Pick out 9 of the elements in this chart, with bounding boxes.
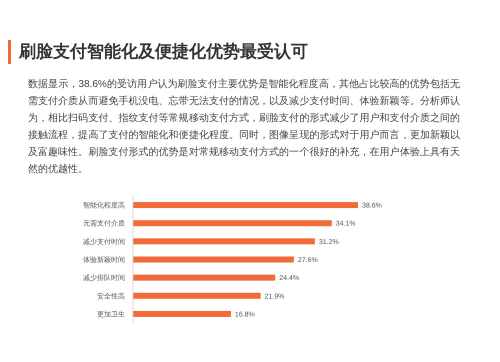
chart-subtitle: 数据显示，38.6%的受访用户认为刷脸支付主要优势是智能化程度高，其他占比较高的优势包括无需支付介质从而避免手机没电、忘带无法支付的情况，以及减少支付时间、体验新颖等。分析师认为，相比扫码支付、指纹支付等常规移动支付方式，刷脸支付的形式减少了用户和支付介质之间的接触流程，提高了支付的智能化和便捷化程度。同时，图像呈现的形式对于用户而言，更加新颖以及富趣味性。刷脸支付形式的优势是对常规移动支付方式的一个很好的补充，在用户体验上具有天然的优越性。 — [28, 78, 460, 177]
bar — [133, 256, 294, 262]
bar — [133, 220, 332, 226]
bar — [133, 274, 276, 281]
chart-title: 刷脸支付智能化及便捷化优势最受认可 — [8, 40, 308, 64]
bar — [133, 202, 358, 208]
bar — [133, 238, 315, 244]
bar — [133, 292, 261, 299]
bar — [133, 310, 231, 317]
